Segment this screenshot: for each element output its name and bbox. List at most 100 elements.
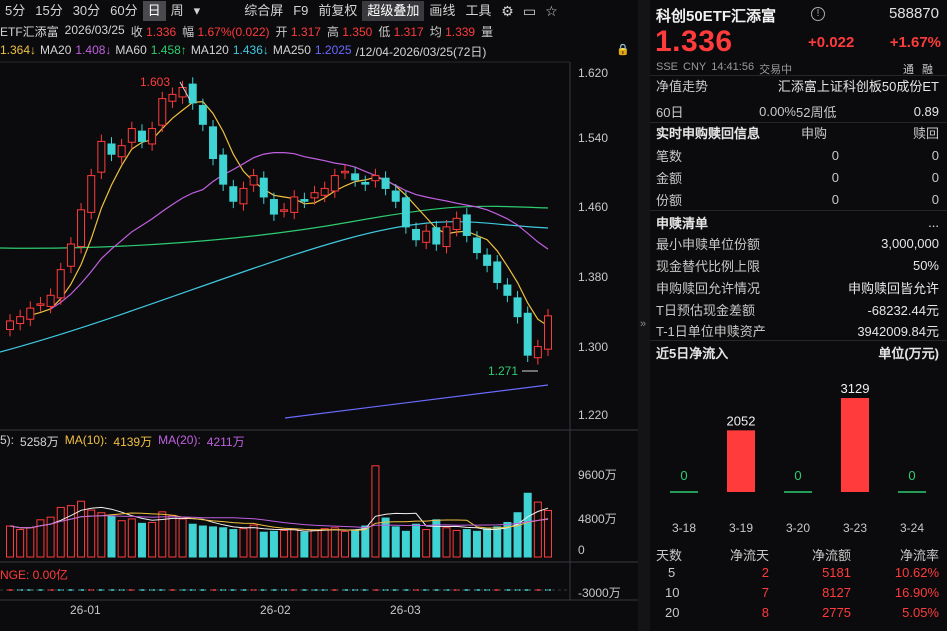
volume-bar [26, 527, 35, 558]
list-more-button[interactable]: ... [928, 214, 939, 230]
volume-bar [16, 529, 25, 558]
inflow-value: 2052 [727, 413, 756, 428]
volume-bar [36, 519, 45, 558]
candle-body [249, 175, 258, 186]
week52-low-value: 0.89 [913, 103, 939, 119]
candle-body [452, 217, 461, 230]
candle-body [472, 237, 481, 254]
volume-tick: 0 [578, 543, 585, 557]
candle-body [422, 230, 431, 243]
margin-tag[interactable]: 融 [922, 64, 933, 76]
list-row-value: 3,000,000 [881, 235, 939, 251]
candle-body [269, 199, 278, 215]
list-row-label: 最小申赎单位份额 [656, 236, 761, 252]
volume-tick: 4800万 [578, 512, 617, 526]
kline-chart[interactable] [0, 0, 638, 631]
period-day[interactable]: 日 [142, 1, 166, 21]
star-icon[interactable]: ☆ [545, 2, 558, 19]
volume-bar [320, 528, 329, 558]
candle-body [290, 196, 299, 213]
price-change: +0.022 [808, 34, 855, 51]
super-overlay-button[interactable]: 超级叠加 [362, 1, 425, 21]
flow-cell-days: 20 [665, 605, 680, 620]
info-icon[interactable]: ! [811, 7, 825, 21]
redeem-col: 赎回 [912, 125, 939, 141]
candle-body [148, 128, 157, 145]
bar-date: 2026/03/25 [64, 23, 125, 37]
realtime-row: 金额 0 0 [656, 167, 939, 187]
volume-bar [87, 509, 96, 558]
candle-body [117, 145, 126, 158]
period-5min[interactable]: 5分 [5, 3, 26, 18]
period-60min[interactable]: 60分 [110, 3, 138, 18]
volume-bar [452, 529, 461, 558]
date-range: /12/04-2026/03/25(72日) [355, 45, 487, 59]
period-15min[interactable]: 15分 [35, 3, 63, 18]
ma60-line [0, 205, 549, 249]
candle-body [107, 143, 116, 155]
period-week[interactable]: 周 [170, 3, 184, 18]
forward-adjust-button[interactable]: 前复权 [318, 3, 358, 18]
quote-meta: SSE CNY 14:41:56 交易中 [656, 61, 792, 77]
volume-bar [523, 492, 532, 558]
price-tick: 1.460 [578, 200, 609, 214]
list-row-value: 3942009.84元 [857, 323, 939, 339]
layout-icon[interactable]: ▭ [522, 2, 537, 19]
inflow-value: 0 [680, 468, 687, 483]
flow-cell-rate: 16.90% [894, 585, 939, 600]
gear-icon[interactable]: ⚙ [501, 2, 514, 19]
flow-unit: 单位(万元) [878, 345, 939, 361]
connect-tag[interactable]: 通 [903, 64, 914, 76]
nav-trend-row[interactable]: 净值走势 汇添富上证科创板50成份ET [656, 75, 939, 95]
vol-ma5-line [9, 506, 549, 532]
volume-bar [148, 521, 157, 558]
volume-bar [503, 521, 512, 558]
f9-button[interactable]: F9 [293, 3, 309, 18]
candle-body [97, 140, 106, 173]
collapse-handle[interactable]: » [638, 0, 650, 631]
vol-ma10-value: 4139万 [113, 435, 153, 449]
flow-cell-days: 5 [668, 565, 676, 580]
low-label: 低 [378, 25, 391, 39]
inflow-value: 3129 [841, 381, 870, 396]
volume-bar [178, 518, 187, 558]
flow-cell-amount: 5181 [822, 565, 851, 580]
candle-body [340, 170, 349, 174]
candle-body [412, 228, 421, 241]
price-tick: 1.300 [578, 340, 609, 354]
low-annotation: 1.271 [488, 364, 519, 378]
composite-screen-button[interactable]: 综合屏 [244, 3, 284, 18]
realtime-row-sub: 0 [831, 191, 839, 207]
lock-icon[interactable]: 🔒 [616, 44, 630, 56]
price-tick: 1.540 [578, 131, 609, 145]
tools-button[interactable]: 工具 [465, 3, 492, 18]
price-tick: 1.220 [578, 408, 609, 422]
volume-bar [533, 501, 542, 558]
realtime-row-red: 0 [931, 191, 939, 207]
sixty-day-row: 60日 0.00% 52周低 0.89 [656, 101, 939, 121]
candle-body [168, 93, 177, 102]
volume-bar [77, 500, 86, 558]
volume-bar [97, 512, 106, 558]
range-label: 幅 [182, 25, 195, 39]
volume-legend: 5): 5258万 MA(10): 4139万 MA(20): 4211万 [0, 433, 245, 449]
ma5-line [30, 100, 549, 327]
volume-bar [107, 515, 116, 558]
list-row-value: -68232.44元 [867, 302, 939, 318]
volume-bar [239, 528, 248, 558]
more-periods-button[interactable]: ▾ [193, 3, 201, 18]
volume-bar [66, 505, 75, 558]
chart-pane: 5分 15分 30分 60分 日 周 ▾ 综合屏 F9 前复权 超级叠加 画线 … [0, 0, 638, 631]
inflow-value: 0 [794, 468, 801, 483]
volume-bar [300, 531, 309, 558]
volume-bar [168, 514, 177, 558]
draw-line-button[interactable]: 画线 [429, 3, 456, 18]
table-row: 20 8 2775 5.05% [656, 605, 939, 625]
volume-bar [412, 523, 421, 558]
period-30min[interactable]: 30分 [72, 3, 101, 18]
vol-ma20-value: 4211万 [206, 435, 245, 449]
high-value: 1.350 [342, 25, 373, 39]
realtime-row-red: 0 [931, 147, 939, 163]
flow-cell-rate: 10.62% [894, 565, 939, 580]
candle-body [209, 126, 218, 159]
